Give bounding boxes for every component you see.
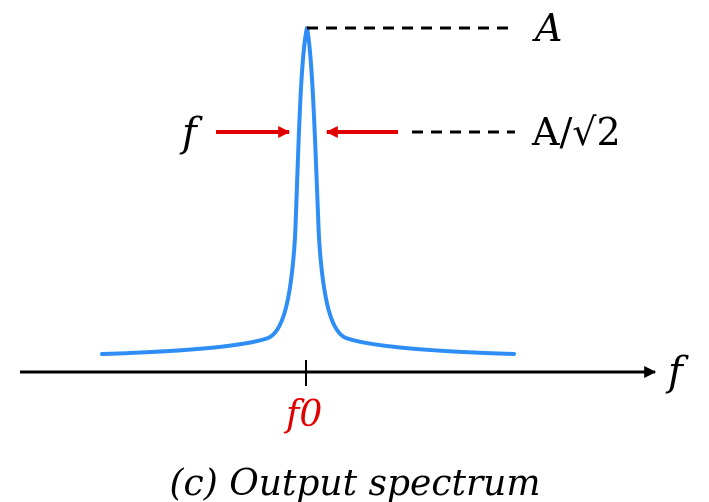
- axis-label: f: [665, 349, 689, 395]
- diagram-caption: (c) Output spectrum: [170, 463, 541, 502]
- center-frequency-label: f0: [283, 394, 322, 435]
- bandwidth-label: f: [179, 110, 203, 156]
- half-power-label: A/√2: [531, 110, 621, 154]
- peak-label: A: [532, 6, 562, 50]
- spectrum-curve: [100, 26, 516, 356]
